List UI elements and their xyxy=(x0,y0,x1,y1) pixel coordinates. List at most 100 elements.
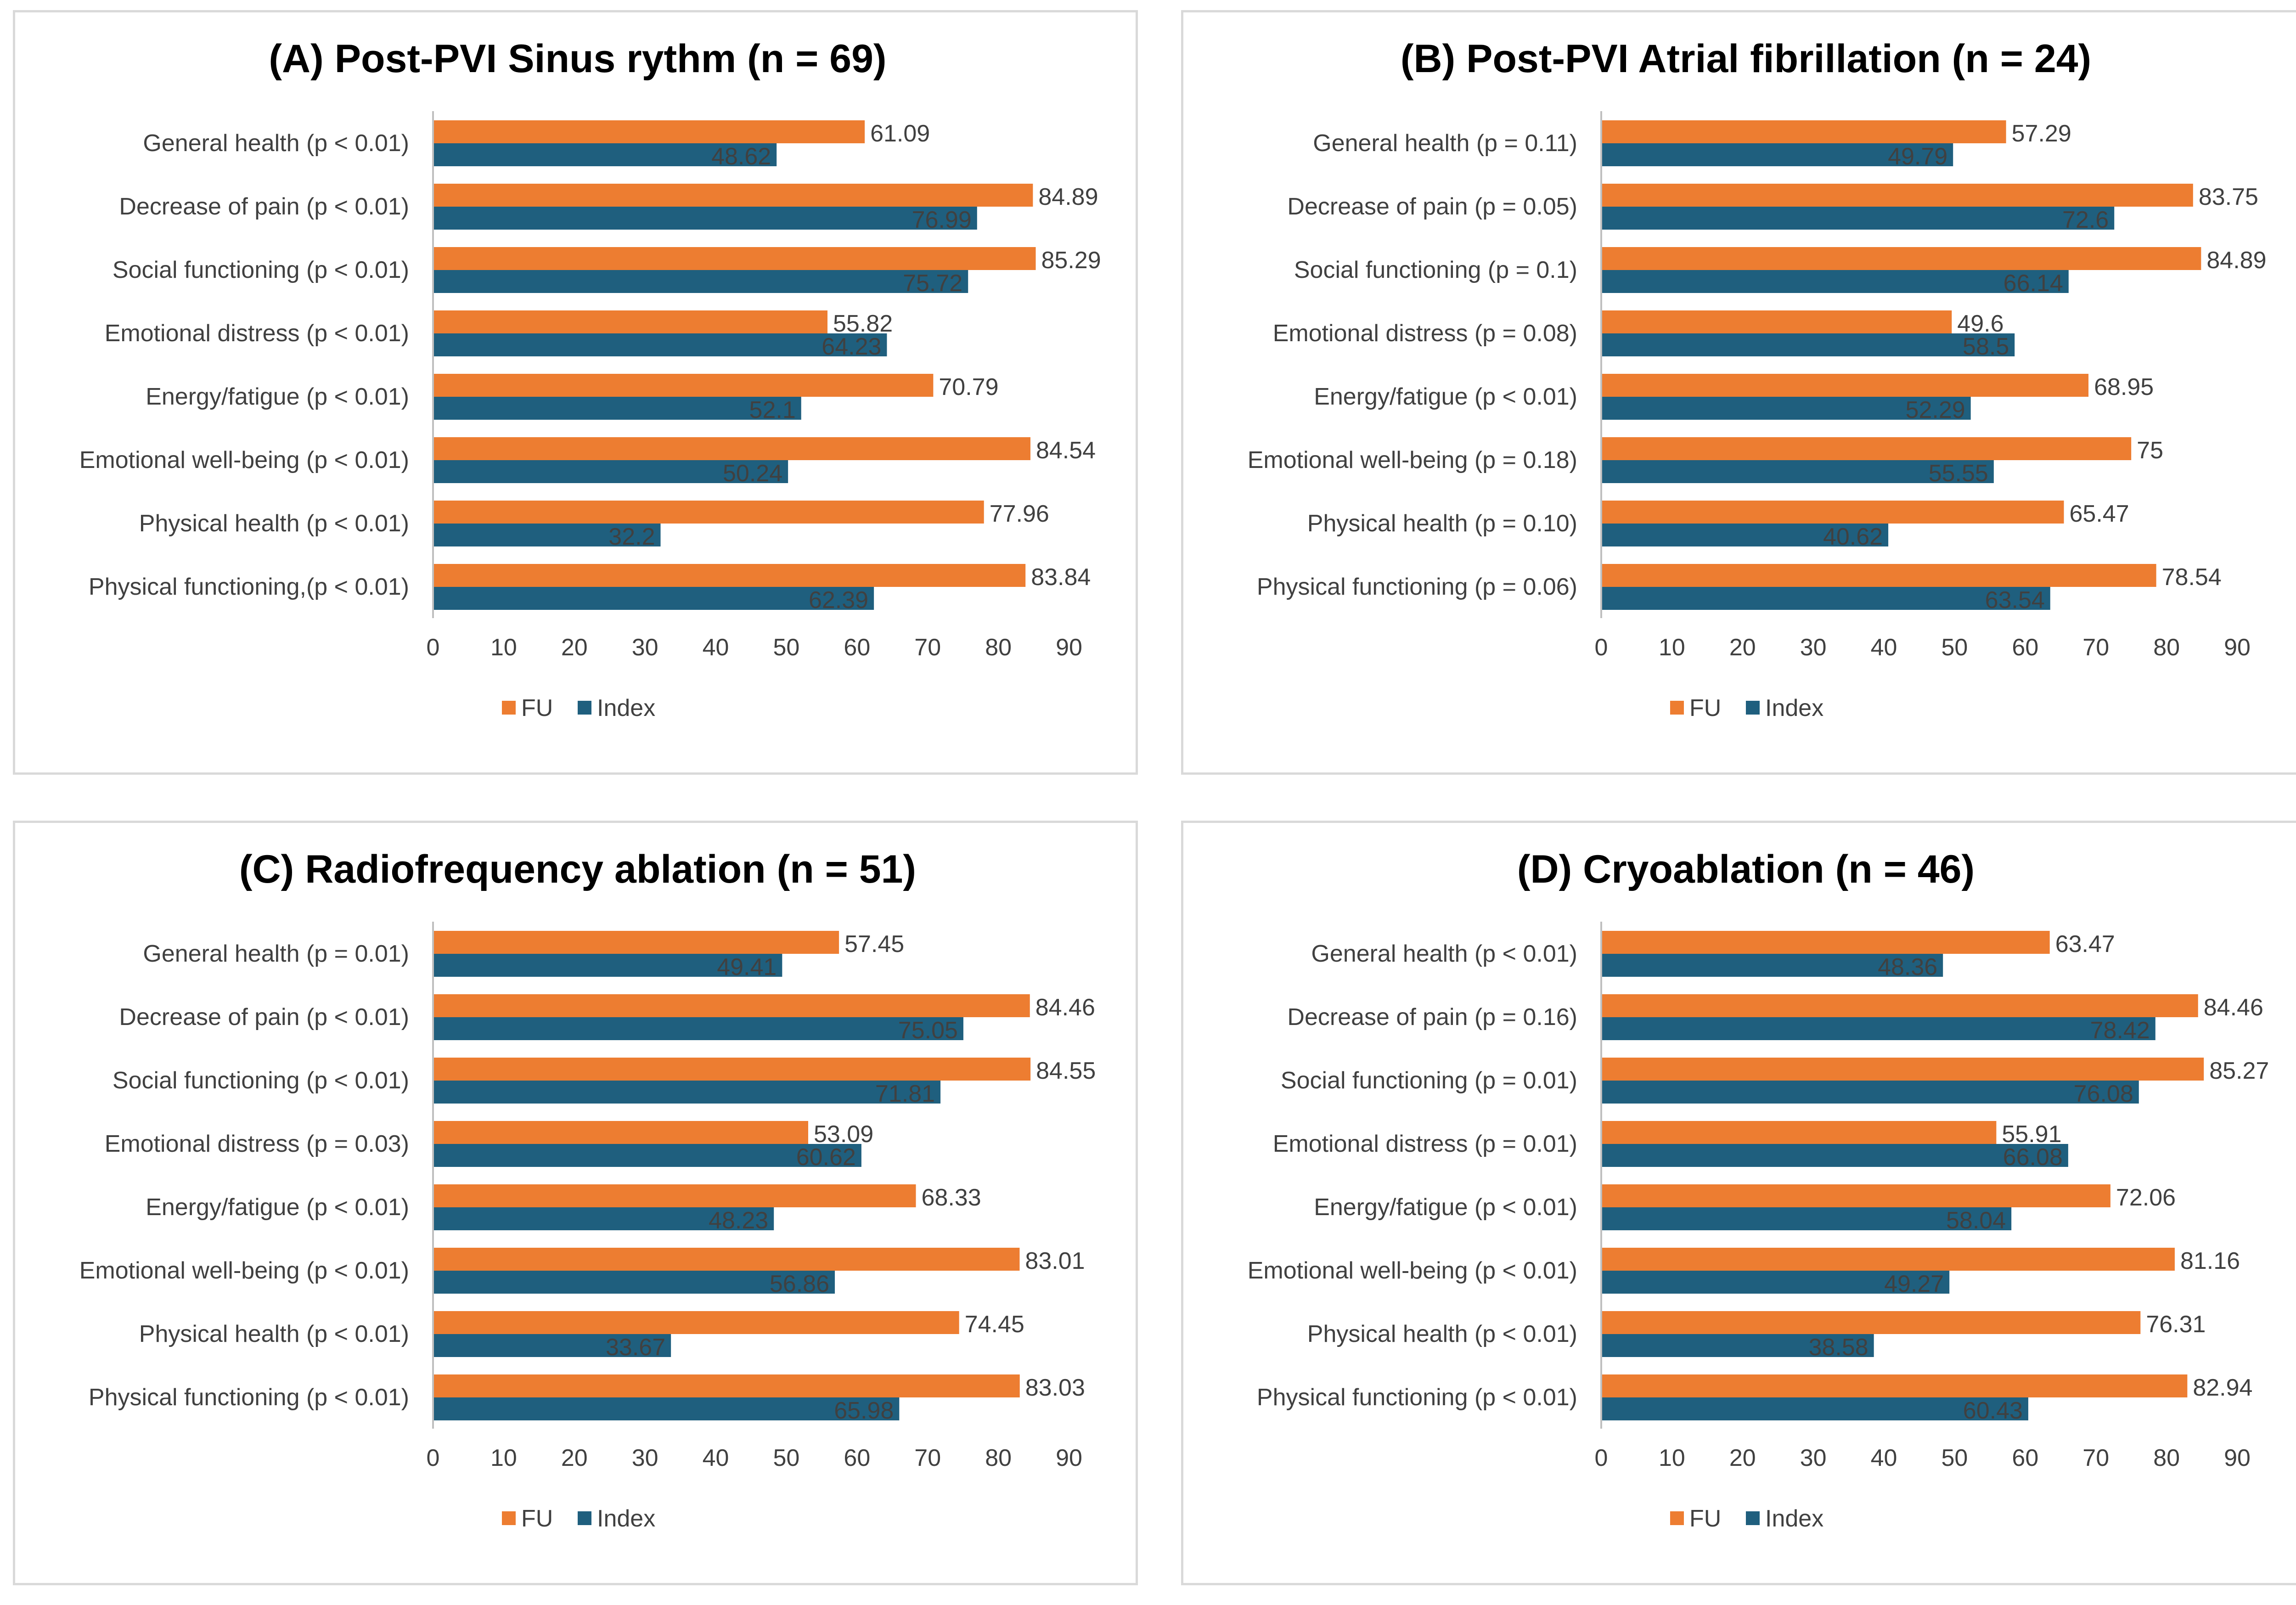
fu-bar xyxy=(433,501,984,524)
fu-bar xyxy=(1601,374,2089,397)
index-data-label: 63.54 xyxy=(1985,587,2045,614)
index-bar xyxy=(1601,1334,1874,1357)
x-tick-label: 20 xyxy=(1729,634,1756,661)
fu-bar xyxy=(433,120,865,143)
x-tick-label: 40 xyxy=(703,1445,729,1471)
fu-bar xyxy=(433,1374,1020,1397)
x-tick-label: 80 xyxy=(985,1445,1012,1471)
fu-bar xyxy=(433,931,839,954)
category-label: General health (p < 0.01) xyxy=(143,130,409,157)
index-data-label: 48.36 xyxy=(1878,954,1937,980)
fu-bar xyxy=(1601,994,2198,1017)
x-tick-label: 0 xyxy=(427,1445,440,1471)
index-data-label: 66.14 xyxy=(2003,270,2063,297)
category-label: Emotional well-being (p < 0.01) xyxy=(79,1257,409,1284)
index-data-label: 58.04 xyxy=(1946,1207,2006,1234)
fu-data-label: 57.45 xyxy=(844,931,904,957)
index-bar xyxy=(433,1271,835,1294)
index-data-label: 48.23 xyxy=(709,1207,768,1234)
legend-label-index: Index xyxy=(597,695,655,721)
category-label: Decrease of pain (p < 0.01) xyxy=(119,1004,409,1031)
x-tick-label: 0 xyxy=(427,634,440,661)
x-tick-label: 50 xyxy=(1941,634,1968,661)
index-data-label: 50.24 xyxy=(723,460,782,487)
chart-panel-b: (B) Post-PVI Atrial fibrillation (n = 24… xyxy=(1181,10,2296,775)
fu-bar xyxy=(433,437,1030,460)
fu-bar xyxy=(433,1184,916,1207)
x-tick-label: 40 xyxy=(1871,1445,1897,1471)
x-tick-label: 50 xyxy=(1941,1445,1968,1471)
fu-bar xyxy=(1601,120,2006,143)
category-label: Physical functioning (p < 0.01) xyxy=(89,1384,409,1411)
index-bar xyxy=(433,460,788,483)
fu-data-label: 55.82 xyxy=(833,310,893,337)
index-data-label: 49.27 xyxy=(1884,1271,1944,1297)
x-tick-label: 70 xyxy=(914,1445,941,1471)
legend-label-fu: FU xyxy=(521,695,553,721)
fu-data-label: 63.47 xyxy=(2055,931,2115,957)
index-data-label: 48.62 xyxy=(711,143,771,170)
index-bar xyxy=(433,1334,671,1357)
x-tick-label: 0 xyxy=(1595,1445,1608,1471)
chart-svg-c: (C) Radiofrequency ablation (n = 51) Gen… xyxy=(79,847,1096,1532)
chart-panel-a: (A) Post-PVI Sinus rythm (n = 69) Genera… xyxy=(13,10,1138,775)
index-data-label: 66.08 xyxy=(2003,1144,2063,1171)
fu-data-label: 65.47 xyxy=(2070,501,2129,527)
x-tick-label: 10 xyxy=(1659,634,1685,661)
category-label: Physical functioning (p = 0.06) xyxy=(1257,574,1577,600)
index-data-label: 65.98 xyxy=(834,1397,894,1424)
x-tick-label: 0 xyxy=(1595,634,1608,661)
category-label: Decrease of pain (p < 0.01) xyxy=(119,193,409,220)
fu-data-label: 77.96 xyxy=(990,501,1049,527)
index-data-label: 78.42 xyxy=(2090,1017,2150,1044)
x-tick-label: 90 xyxy=(1056,1445,1082,1471)
x-tick-label: 10 xyxy=(490,634,517,661)
category-label: Emotional distress (p = 0.03) xyxy=(105,1131,409,1157)
x-tick-label: 90 xyxy=(2224,1445,2251,1471)
chart-title: (D) Cryoablation (n = 46) xyxy=(1517,847,1975,891)
legend-swatch-fu xyxy=(1670,1511,1684,1525)
index-bar xyxy=(433,270,968,293)
x-tick-label: 40 xyxy=(703,634,729,661)
chart-panel-c: (C) Radiofrequency ablation (n = 51) Gen… xyxy=(13,821,1138,1585)
fu-bar xyxy=(433,1311,959,1334)
fu-data-label: 74.45 xyxy=(965,1311,1024,1338)
fu-bar xyxy=(1601,247,2201,270)
index-bar xyxy=(433,524,661,546)
index-data-label: 55.55 xyxy=(1929,460,1988,487)
legend-swatch-index xyxy=(578,701,591,715)
index-bar xyxy=(433,143,777,166)
fu-bar xyxy=(1601,1184,2110,1207)
index-data-label: 52.1 xyxy=(749,397,796,423)
legend-swatch-fu xyxy=(1670,701,1684,715)
x-tick-label: 80 xyxy=(2153,1445,2180,1471)
x-tick-label: 60 xyxy=(2012,634,2038,661)
fu-bar xyxy=(1601,1058,2204,1081)
category-label: Emotional distress (p = 0.01) xyxy=(1273,1131,1577,1157)
fu-bar xyxy=(1601,931,2050,954)
x-tick-label: 40 xyxy=(1871,634,1897,661)
fu-data-label: 55.91 xyxy=(2002,1121,2061,1148)
index-data-label: 76.99 xyxy=(912,207,972,233)
fu-bar xyxy=(1601,1311,2141,1334)
fu-data-label: 85.27 xyxy=(2209,1058,2269,1084)
index-data-label: 60.62 xyxy=(796,1144,856,1171)
index-data-label: 38.58 xyxy=(1809,1334,1868,1361)
category-label: General health (p = 0.11) xyxy=(1313,130,1577,157)
index-data-label: 52.29 xyxy=(1906,397,1965,423)
legend-swatch-index xyxy=(1746,701,1760,715)
category-label: Emotional well-being (p < 0.01) xyxy=(1248,1257,1577,1284)
index-bar xyxy=(1601,143,1953,166)
fu-bar xyxy=(1601,310,1952,333)
category-label: Social functioning (p = 0.01) xyxy=(1281,1067,1577,1094)
index-data-label: 40.62 xyxy=(1823,524,1883,550)
fu-bar xyxy=(433,184,1033,207)
index-bar xyxy=(433,1081,941,1104)
fu-data-label: 84.46 xyxy=(1035,994,1095,1021)
x-tick-label: 30 xyxy=(1800,634,1827,661)
x-tick-label: 20 xyxy=(561,634,588,661)
x-tick-label: 30 xyxy=(1800,1445,1827,1471)
index-bar xyxy=(1601,954,1943,977)
fu-data-label: 84.46 xyxy=(2204,994,2263,1021)
category-label: Physical functioning,(p < 0.01) xyxy=(89,574,409,600)
